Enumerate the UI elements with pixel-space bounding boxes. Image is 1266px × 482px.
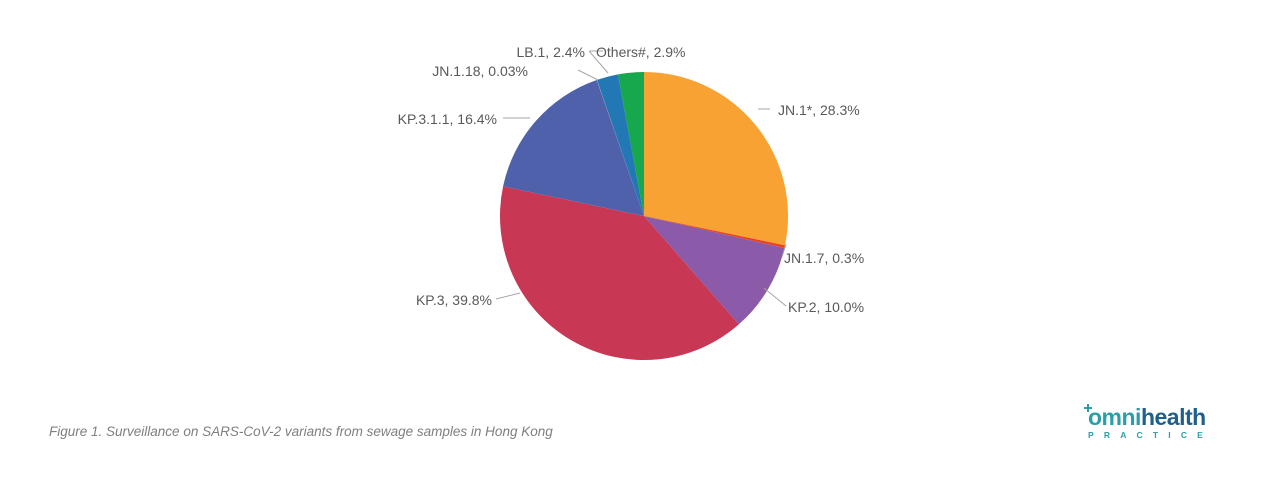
data-labels: JN.1*, 28.3% JN.1.7, 0.3% KP.2, 10.0% KP.3,… xyxy=(398,44,865,315)
data-label: JN.1*, 28.3% xyxy=(778,102,860,118)
leader-line xyxy=(495,292,521,300)
pie-slice-jn-1-18 xyxy=(596,79,644,216)
pie-slice-jn-1-7 xyxy=(644,216,785,248)
label-leaders xyxy=(495,50,787,307)
leader-line xyxy=(588,50,609,74)
figure-caption: Figure 1. Surveillance on SARS-CoV-2 var… xyxy=(49,424,553,439)
pie-slice-jn-1 xyxy=(644,72,788,246)
leader-line xyxy=(763,287,787,307)
data-label: LB.1, 2.4% xyxy=(517,44,586,60)
data-label: KP.2, 10.0% xyxy=(788,299,864,315)
pie-slice-lb-1 xyxy=(596,74,644,216)
logo-subtitle: PRACTICE xyxy=(1088,430,1214,440)
pie-chart: JN.1*, 28.3% JN.1.7, 0.3% KP.2, 10.0% KP.3,… xyxy=(398,44,865,360)
data-label: Others#, 2.9% xyxy=(596,44,686,60)
leader-line xyxy=(781,243,787,258)
pie-slice-kp-2 xyxy=(644,216,785,325)
pie-slice-kp-3 xyxy=(499,186,739,360)
pie-slice-others xyxy=(617,72,644,216)
pie-slices xyxy=(499,72,788,360)
logo-wordmark: omnihealth xyxy=(1088,404,1206,430)
plus-icon xyxy=(1084,404,1092,412)
leader-line xyxy=(577,69,599,81)
omnihealth-logo: omnihealth PRACTICE xyxy=(1084,404,1216,444)
data-label: KP.3, 39.8% xyxy=(416,292,492,308)
data-label: JN.1.7, 0.3% xyxy=(784,250,864,266)
data-label: KP.3.1.1, 16.4% xyxy=(398,111,497,127)
data-label: JN.1.18, 0.03% xyxy=(432,63,528,79)
pie-slice-kp-3-1-1 xyxy=(503,79,644,216)
